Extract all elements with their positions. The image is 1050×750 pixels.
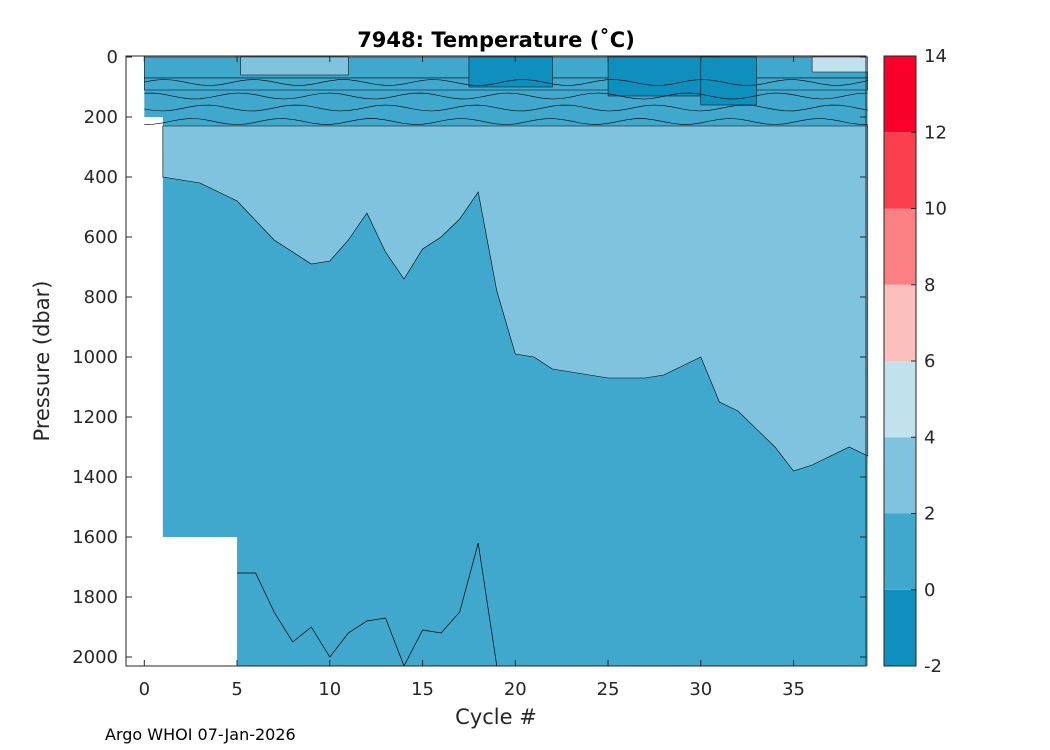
colorbar-tick-label: 14 <box>924 46 947 67</box>
x-tick-label: 10 <box>318 679 341 700</box>
colorbar-level <box>884 208 916 285</box>
y-tick-label: 1600 <box>72 527 118 548</box>
axes-box <box>125 55 867 667</box>
colorbar-tick-label: 0 <box>924 580 935 601</box>
colorbar-level <box>884 437 916 514</box>
surface-layer <box>700 56 757 106</box>
x-tick-label: 30 <box>689 679 712 700</box>
footer-credit: Argo WHOI 07-Jan-2026 <box>105 725 296 744</box>
colorbar-level <box>884 361 916 438</box>
y-tick-label: 800 <box>84 287 118 308</box>
y-tick-label: 400 <box>84 167 118 188</box>
x-tick-label: 5 <box>231 679 242 700</box>
chart-title: 7948: Temperature (˚C) <box>357 28 635 52</box>
colorbar-level <box>884 513 916 590</box>
x-axis-label: Cycle # <box>455 705 537 729</box>
colorbar-tick-label: 12 <box>924 122 947 143</box>
colorbar-level <box>884 56 916 133</box>
colorbar-level <box>884 284 916 361</box>
y-tick-label: 1000 <box>72 347 118 368</box>
y-tick-label: 1400 <box>72 467 118 488</box>
x-tick-label: 15 <box>411 679 434 700</box>
y-tick-label: 200 <box>84 107 118 128</box>
x-tick-label: 0 <box>139 679 150 700</box>
colorbar-tick-label: 2 <box>924 504 935 525</box>
y-axis: 0 200 400 600 800 1000 1200 1400 1600 1800 2000 <box>72 47 866 668</box>
y-axis-label: Pressure (dbar) <box>30 281 54 442</box>
deep-isotherm <box>237 542 498 667</box>
y-tick-label: 1200 <box>72 407 118 428</box>
water-mass-2-4c <box>162 125 869 472</box>
surface-isotherm <box>144 92 868 100</box>
colorbar-level <box>884 589 916 666</box>
x-tick-label: 35 <box>782 679 805 700</box>
y-tick-label: 1800 <box>72 587 118 608</box>
colorbar-tick-label: 6 <box>924 351 935 372</box>
y-tick-label: 2000 <box>72 647 118 668</box>
colorbar-tick-label: 4 <box>924 427 935 448</box>
surface-layer <box>468 56 553 88</box>
y-tick-label: 600 <box>84 227 118 248</box>
colorbar: -2 0 2 4 6 8 10 12 14 <box>883 46 947 677</box>
colorbar-tick-label: 8 <box>924 275 935 296</box>
x-tick-label: 20 <box>504 679 527 700</box>
surface-layer <box>811 56 868 73</box>
x-tick-label: 25 <box>597 679 620 700</box>
surface-layer <box>240 56 349 76</box>
colorbar-tick-label: 10 <box>924 199 947 220</box>
surface-isotherm <box>144 118 868 125</box>
y-tick-label: 0 <box>107 47 118 68</box>
colorbar-tick-label: -2 <box>924 656 942 677</box>
colorbar-level <box>884 132 916 209</box>
x-axis: 0 5 10 15 20 25 30 35 <box>139 56 805 700</box>
surface-isotherm <box>144 79 868 86</box>
surface-isotherm <box>144 104 868 112</box>
plot-area <box>125 55 869 667</box>
